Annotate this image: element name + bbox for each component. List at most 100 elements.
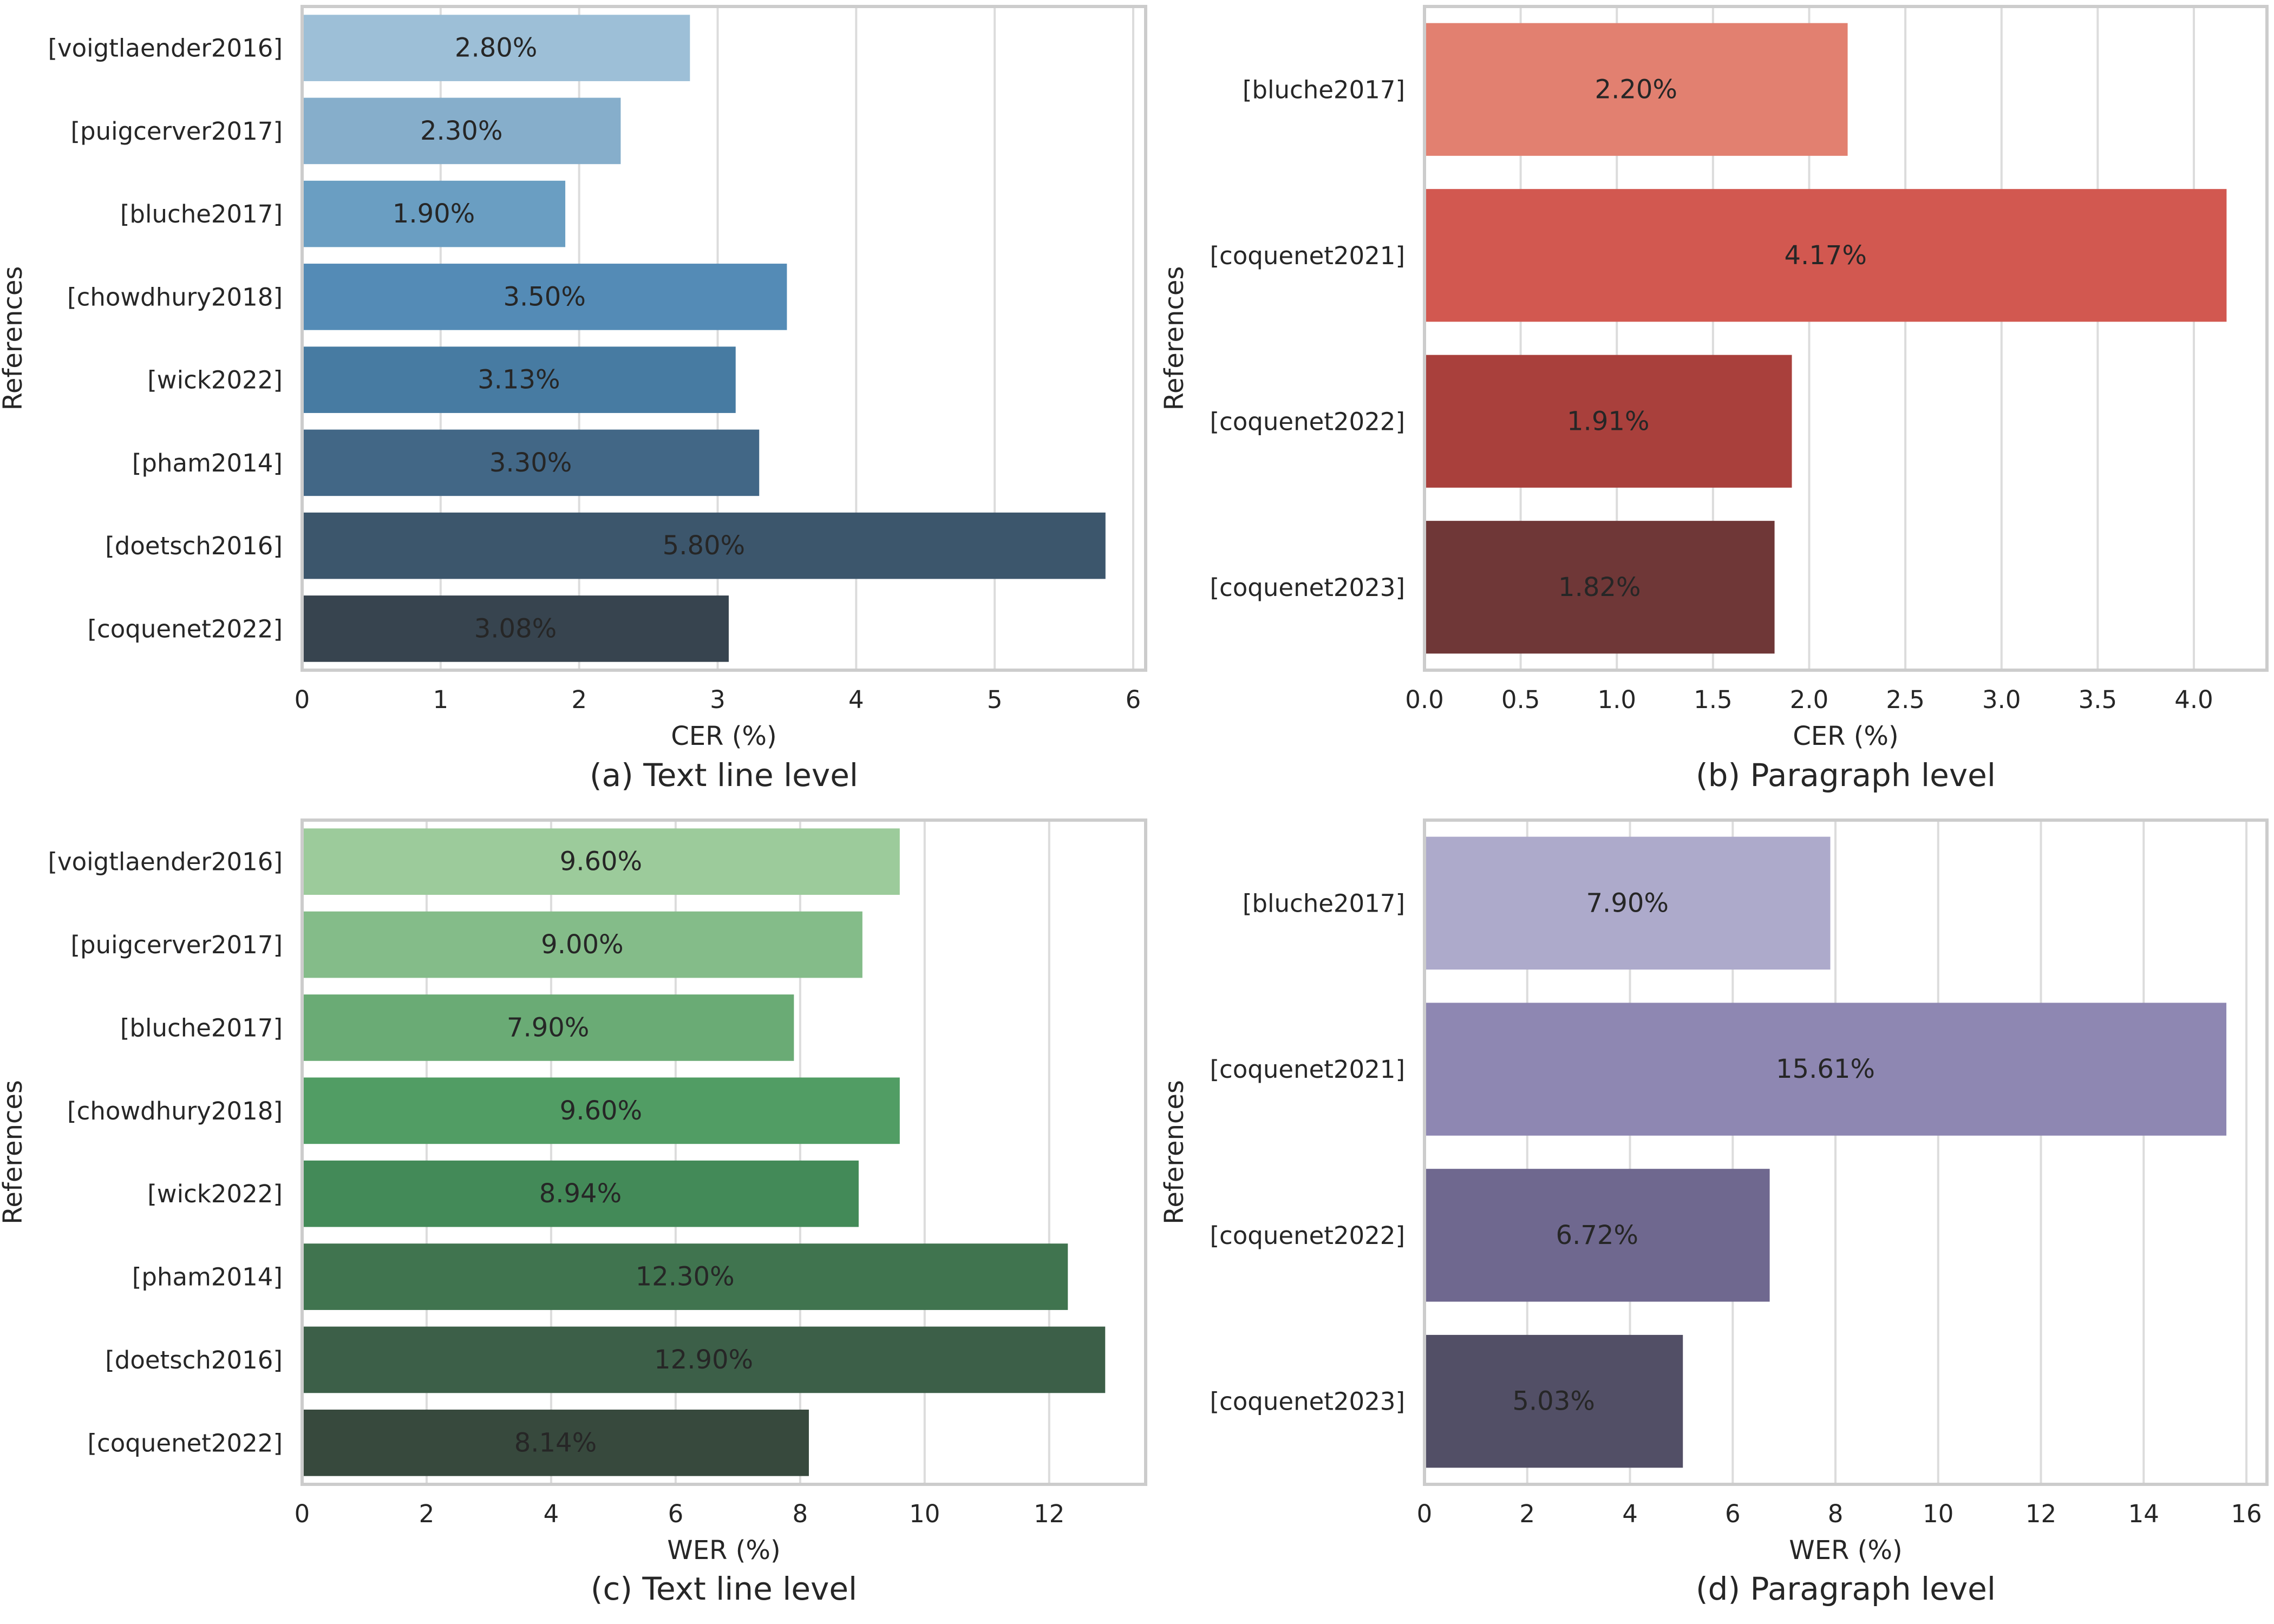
x-tick-label: 3 xyxy=(710,685,726,714)
category-tick-label: [chowdhury2018] xyxy=(67,1097,283,1125)
bar-value-label: 3.50% xyxy=(503,281,585,312)
axes-frame xyxy=(1423,818,2269,1486)
category-tick-label: [bluche2017] xyxy=(1243,889,1405,918)
x-tick-label: 4 xyxy=(544,1499,559,1528)
bar-value-label: 5.80% xyxy=(663,531,745,561)
bar xyxy=(302,1243,1068,1310)
bar-value-label: 9.60% xyxy=(560,1096,642,1126)
bar-value-label: 7.90% xyxy=(507,1012,589,1043)
bar xyxy=(302,828,900,895)
bar-value-label: 7.90% xyxy=(1586,888,1669,918)
category-tick-label: [coquenet2022] xyxy=(87,614,283,643)
bar xyxy=(1424,189,2227,322)
category-tick-label: [doetsch2016] xyxy=(105,532,283,560)
y-axis-label: References xyxy=(0,1080,28,1224)
x-tick-label: 4.0 xyxy=(2174,685,2213,714)
x-axis-label: CER (%) xyxy=(671,721,777,751)
x-tick-label: 12 xyxy=(2025,1499,2056,1528)
bar-value-label: 8.94% xyxy=(539,1178,622,1209)
x-tick-label: 0 xyxy=(295,685,310,714)
bar xyxy=(302,911,862,978)
panel-a: 2.80% [voigtlaender2016] 2.30% [puigcerver2… xyxy=(0,5,1147,794)
bar xyxy=(302,1409,809,1476)
panel-caption: (c) Text line level xyxy=(591,1570,857,1607)
category-tick-label: [voigtlaender2016] xyxy=(48,34,283,63)
bar xyxy=(1424,521,1775,654)
bar xyxy=(302,180,566,247)
x-tick-label: 0 xyxy=(295,1499,310,1528)
bar xyxy=(1424,836,1831,970)
x-tick-label: 6 xyxy=(1126,685,1141,714)
x-tick-label: 6 xyxy=(668,1499,684,1528)
category-tick-label: [puigcerver2017] xyxy=(70,931,283,959)
bar xyxy=(1424,1003,2227,1136)
x-axis-label: CER (%) xyxy=(1793,721,1899,751)
category-tick-label: [coquenet2022] xyxy=(1210,407,1405,436)
panel-caption: (d) Paragraph level xyxy=(1696,1570,1996,1607)
bar xyxy=(302,97,621,165)
bar xyxy=(302,1160,859,1227)
x-tick-label: 1.5 xyxy=(1694,685,1733,714)
bar xyxy=(1424,355,1792,488)
x-tick-label: 0.5 xyxy=(1501,685,1540,714)
bar xyxy=(302,15,690,81)
category-tick-label: [coquenet2023] xyxy=(1210,573,1405,602)
bar xyxy=(302,512,1106,579)
bar-value-label: 9.00% xyxy=(541,929,623,960)
y-axis-label: References xyxy=(1159,266,1190,411)
x-tick-label: 2.0 xyxy=(1790,685,1829,714)
x-tick-label: 2 xyxy=(419,1499,435,1528)
category-tick-label: [doetsch2016] xyxy=(105,1346,283,1374)
category-tick-label: [pham2014] xyxy=(132,1263,283,1292)
x-tick-label: 4 xyxy=(1622,1499,1638,1528)
category-tick-label: [coquenet2022] xyxy=(1210,1221,1405,1250)
y-axis-label: References xyxy=(1159,1080,1190,1224)
bar-value-label: 12.30% xyxy=(636,1262,735,1292)
x-tick-label: 5 xyxy=(987,685,1003,714)
panel-caption: (a) Text line level xyxy=(590,757,858,794)
bar xyxy=(1424,1334,1683,1468)
category-tick-label: [coquenet2021] xyxy=(1210,1055,1405,1084)
bar xyxy=(1424,1169,1770,1302)
x-tick-label: 2 xyxy=(1519,1499,1535,1528)
x-tick-label: 0.0 xyxy=(1405,685,1444,714)
x-tick-label: 1 xyxy=(433,685,449,714)
bar-value-label: 12.90% xyxy=(654,1345,753,1375)
bar-value-label: 15.61% xyxy=(1776,1054,1875,1084)
panel-c: 9.60% [voigtlaender2016] 9.00% [puigcerver2… xyxy=(0,818,1147,1607)
bar-value-label: 3.30% xyxy=(489,448,572,478)
x-tick-label: 1.0 xyxy=(1597,685,1636,714)
bar-value-label: 2.30% xyxy=(420,116,502,146)
bar-value-label: 9.60% xyxy=(560,847,642,877)
x-tick-label: 10 xyxy=(909,1499,940,1528)
bar-value-label: 8.14% xyxy=(514,1427,597,1458)
x-tick-label: 0 xyxy=(1417,1499,1433,1528)
bar-value-label: 5.03% xyxy=(1512,1386,1595,1417)
x-tick-label: 4 xyxy=(848,685,864,714)
x-tick-label: 3.0 xyxy=(1982,685,2021,714)
category-tick-label: [coquenet2022] xyxy=(87,1429,283,1457)
bar-value-label: 1.90% xyxy=(393,199,475,229)
bar-value-label: 6.72% xyxy=(1556,1220,1638,1250)
bar xyxy=(302,994,794,1061)
category-tick-label: [puigcerver2017] xyxy=(70,117,283,146)
bar xyxy=(1424,23,1848,156)
bar-value-label: 1.91% xyxy=(1567,406,1649,436)
category-tick-label: [bluche2017] xyxy=(120,200,283,228)
bar xyxy=(302,346,736,413)
x-tick-label: 3.5 xyxy=(2079,685,2118,714)
x-axis-label: WER (%) xyxy=(667,1535,780,1566)
x-axis-label: WER (%) xyxy=(1789,1535,1902,1566)
panel-b: 2.20% [bluche2017] 4.17% [coquenet2021] 1.91… xyxy=(1159,5,2269,794)
category-tick-label: [coquenet2023] xyxy=(1210,1387,1405,1416)
x-tick-label: 2.5 xyxy=(1886,685,1925,714)
category-tick-label: [coquenet2021] xyxy=(1210,241,1405,270)
x-tick-label: 8 xyxy=(793,1499,808,1528)
bar xyxy=(302,429,760,496)
bar xyxy=(302,1077,900,1144)
axes-frame xyxy=(300,818,1147,1486)
bar-value-label: 2.80% xyxy=(455,33,537,63)
category-tick-label: [wick2022] xyxy=(147,1180,283,1208)
axes-frame xyxy=(1423,5,2269,672)
